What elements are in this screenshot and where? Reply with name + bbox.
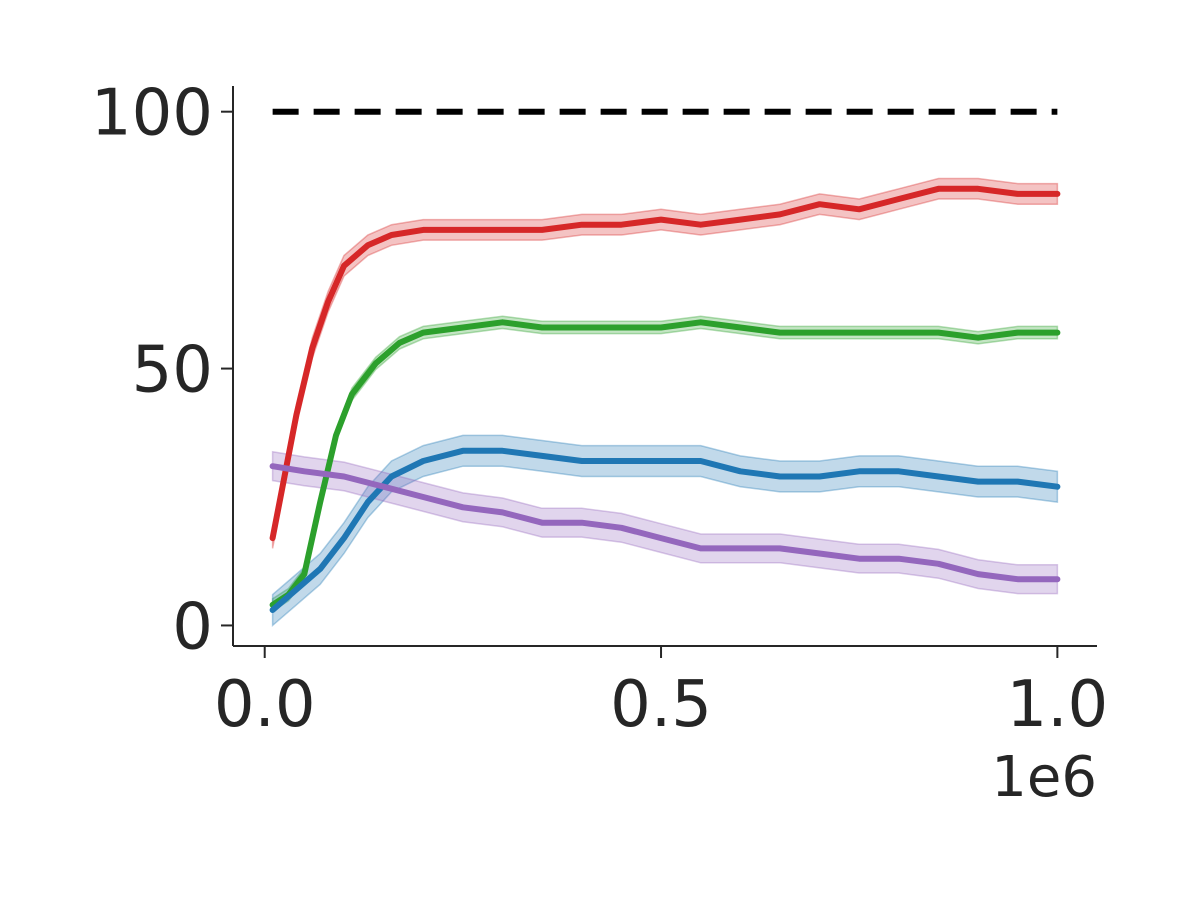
tick-marks (221, 110, 1059, 658)
x-tick-label-1: 0.5 (610, 668, 712, 742)
series-line-0 (269, 185, 1061, 542)
x-axis-offset-label: 1e6 (991, 745, 1097, 810)
series-line-3 (269, 463, 1061, 583)
series-band-0 (271, 177, 1059, 549)
series-line-1 (269, 319, 1061, 608)
x-tick-label-0: 0.0 (214, 668, 316, 742)
series-band-1 (271, 315, 1059, 613)
y-tick-label-0: 0 (172, 590, 213, 664)
y-tick-label-2: 100 (91, 77, 213, 151)
y-tick-label-1: 50 (132, 334, 213, 408)
x-tick-label-2: 1.0 (1006, 668, 1108, 742)
axes (232, 86, 1097, 647)
series-band-2 (271, 434, 1059, 628)
series-lines (269, 185, 1061, 613)
confidence-bands (271, 177, 1059, 628)
series-line-2 (269, 447, 1061, 613)
tick-labels: 0.0 0.5 1.0 0 50 100 (91, 77, 1108, 742)
